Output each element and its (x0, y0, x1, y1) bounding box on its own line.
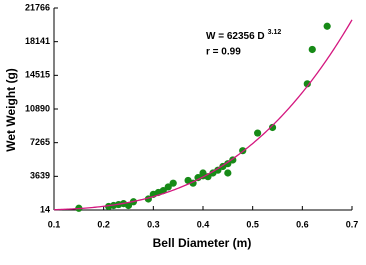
x-tick-label: 0.1 (48, 219, 61, 229)
data-point (308, 45, 316, 54)
data-point (169, 179, 177, 187)
data-point (214, 166, 222, 174)
x-tick-label: 0.5 (246, 219, 259, 229)
x-tick-label: 0.4 (197, 219, 210, 229)
data-point (268, 123, 277, 132)
fit-coefficient: 62356 (227, 31, 255, 42)
x-axis-title: Bell Diameter (m) (153, 236, 252, 250)
x-tick-label: 0.6 (296, 219, 309, 229)
y-tick-label: 18141 (25, 36, 50, 46)
y-tick-label: 14515 (25, 70, 50, 80)
y-tick-label: 3639 (30, 171, 50, 181)
y-tick-label: 14 (40, 204, 50, 214)
x-tick-label: 0.3 (147, 219, 160, 229)
fit-prefix: W = (206, 31, 227, 42)
data-point (124, 201, 133, 210)
r-label: r = 0.99 (206, 47, 241, 58)
data-point (164, 183, 172, 191)
y-axis-title: Wet Weight (g) (4, 68, 18, 152)
data-point (323, 22, 331, 30)
data-point (224, 160, 232, 168)
data-point (224, 169, 232, 177)
x-tick-label: 0.7 (346, 219, 359, 229)
fit-equation: W = 62356 D 3.12 (206, 29, 281, 42)
data-point (254, 129, 262, 137)
fit-curve (53, 19, 353, 211)
data-point (199, 169, 207, 177)
x-tick-label: 0.2 (97, 219, 110, 229)
data-point (303, 80, 311, 88)
y-tick-label: 10890 (25, 103, 50, 113)
fit-exponent: 3.12 (268, 29, 282, 36)
y-tick-label: 21766 (25, 2, 50, 12)
y-tick-label: 7265 (30, 137, 50, 147)
fit-variable: D (255, 31, 265, 42)
